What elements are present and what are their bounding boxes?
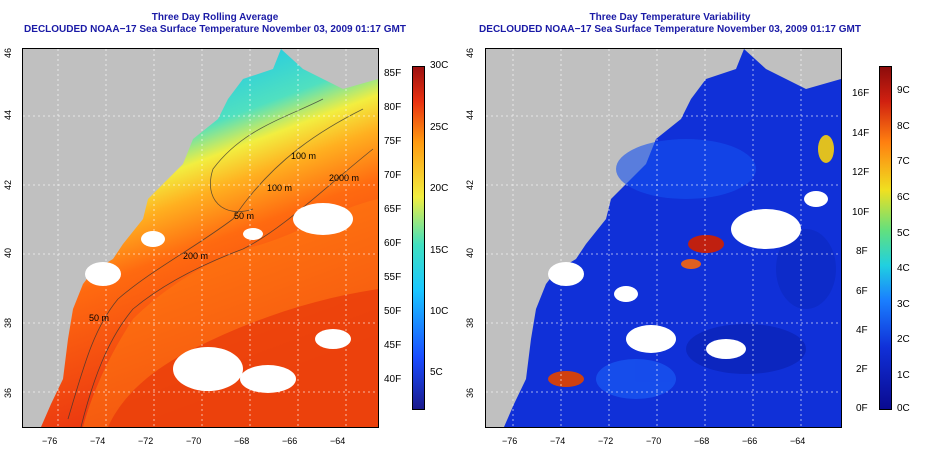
contour-label-4: 2000 m <box>329 173 359 183</box>
colorbar-label-f: 70F <box>384 170 402 181</box>
contour-label-2: 100 m <box>267 183 292 193</box>
contour-label-5: 200 m <box>183 251 208 261</box>
colorbar-label-c: 2C <box>897 334 910 345</box>
sst-variability-map-image <box>486 49 841 427</box>
colorbar-label-f: 14F <box>852 128 870 139</box>
x-tick: −70 <box>646 436 662 446</box>
sst-colorbar <box>412 66 425 410</box>
land <box>23 49 281 427</box>
colorbar-label-f: 45F <box>384 340 402 351</box>
colorbar-label-f: 16F <box>852 88 870 99</box>
colorbar-label-c: 0C <box>897 403 910 414</box>
y-tick: 42 <box>465 180 475 191</box>
colorbar-label-c: 6C <box>897 192 910 203</box>
colorbar-label-f: 4F <box>856 325 868 336</box>
colorbar-label-f: 2F <box>856 364 868 375</box>
y-tick: 46 <box>465 48 475 59</box>
colorbar-label-c: 5C <box>430 367 443 378</box>
colorbar-label-f: 0F <box>856 403 868 414</box>
x-tick: −76 <box>502 436 518 446</box>
sst-variability-map <box>485 48 842 428</box>
y-tick: 44 <box>465 110 475 121</box>
x-tick: −74 <box>550 436 566 446</box>
colorbar-label-c: 3C <box>897 299 910 310</box>
contour-label-1: 100 m <box>291 151 316 161</box>
x-tick: −68 <box>234 436 250 446</box>
x-tick: −64 <box>790 436 806 446</box>
x-tick: −72 <box>138 436 154 446</box>
colorbar-label-c: 8C <box>897 121 910 132</box>
colorbar-label-c: 1C <box>897 370 910 381</box>
colorbar-label-c: 7C <box>897 156 910 167</box>
colorbar-label-f: 75F <box>384 136 402 147</box>
left-title-line1: Three Day Rolling Average <box>151 12 279 23</box>
colorbar-label-c: 25C <box>430 122 449 133</box>
colorbar-label-f: 60F <box>384 238 402 249</box>
sst-average-map: 100 m 100 m 50 m 2000 m 200 m 50 m <box>22 48 379 428</box>
x-tick: −66 <box>282 436 298 446</box>
variability-colorbar <box>879 66 892 410</box>
x-tick: −70 <box>186 436 202 446</box>
left-title: Three Day Rolling Average DECLOUDED NOAA… <box>20 12 410 36</box>
contour-label-3: 50 m <box>234 211 254 221</box>
x-tick: −66 <box>742 436 758 446</box>
y-tick: 44 <box>3 110 13 121</box>
x-tick: −64 <box>330 436 346 446</box>
colorbar-label-c: 9C <box>897 85 910 96</box>
y-tick: 36 <box>3 388 13 399</box>
y-tick: 42 <box>3 180 13 191</box>
sst-average-map-image: 100 m 100 m 50 m 2000 m 200 m 50 m <box>23 49 378 427</box>
colorbar-label-c: 20C <box>430 183 449 194</box>
x-tick: −68 <box>694 436 710 446</box>
y-tick: 36 <box>465 388 475 399</box>
colorbar-label-f: 12F <box>852 167 870 178</box>
y-tick: 40 <box>465 248 475 259</box>
x-tick: −72 <box>598 436 614 446</box>
land <box>486 49 744 427</box>
colorbar-label-f: 85F <box>384 68 402 79</box>
colorbar-label-f: 6F <box>856 286 868 297</box>
colorbar-label-f: 80F <box>384 102 402 113</box>
y-tick: 38 <box>3 318 13 329</box>
colorbar-label-f: 10F <box>852 207 870 218</box>
right-title-line2: DECLOUDED NOAA−17 Sea Surface Temperatur… <box>479 24 861 35</box>
colorbar-label-f: 8F <box>856 246 868 257</box>
y-tick: 40 <box>3 248 13 259</box>
contour-label-6: 50 m <box>89 313 109 323</box>
colorbar-label-c: 4C <box>897 263 910 274</box>
right-title: Three Day Temperature Variability DECLOU… <box>470 12 870 36</box>
left-title-line2: DECLOUDED NOAA−17 Sea Surface Temperatur… <box>24 24 406 35</box>
colorbar-label-f: 55F <box>384 272 402 283</box>
y-tick: 38 <box>465 318 475 329</box>
right-title-line1: Three Day Temperature Variability <box>589 12 751 23</box>
y-tick: 46 <box>3 48 13 59</box>
colorbar-label-f: 65F <box>384 204 402 215</box>
colorbar-label-f: 40F <box>384 374 402 385</box>
colorbar-label-f: 50F <box>384 306 402 317</box>
colorbar-label-c: 30C <box>430 60 449 71</box>
colorbar-label-c: 5C <box>897 228 910 239</box>
colorbar-label-c: 10C <box>430 306 449 317</box>
x-tick: −74 <box>90 436 106 446</box>
colorbar-label-c: 15C <box>430 245 449 256</box>
x-tick: −76 <box>42 436 58 446</box>
